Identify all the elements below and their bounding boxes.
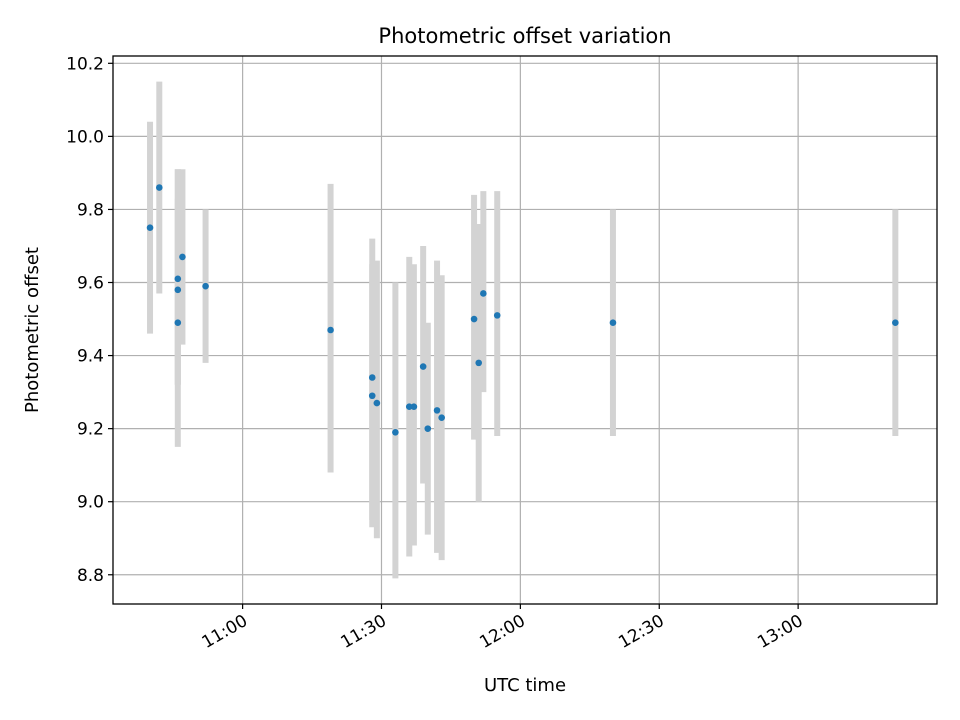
y-tick-label: 9.4 [77, 347, 104, 367]
y-tick-label: 10.2 [66, 54, 104, 74]
data-points [146, 184, 899, 436]
data-point [438, 414, 445, 421]
data-point [155, 184, 163, 191]
y-tick-label: 9.2 [77, 420, 104, 440]
data-point [174, 275, 182, 283]
data-point [174, 319, 182, 326]
data-point [392, 428, 399, 436]
y-tick-label: 9.8 [77, 200, 104, 220]
x-tick-label: 11:00 [199, 611, 251, 653]
data-point [419, 363, 427, 370]
data-point [368, 392, 376, 400]
chart-title: Photometric offset variation [378, 24, 671, 48]
error-bars [147, 81, 899, 579]
y-tick-label: 9.0 [77, 493, 104, 513]
data-point [424, 425, 432, 432]
x-tick-label: 13:00 [754, 611, 806, 653]
data-point [146, 224, 154, 232]
data-point [470, 315, 478, 323]
data-point [179, 253, 186, 261]
data-point [368, 374, 376, 381]
x-axis: 11:00 11:30 12:00 12:30 13:00 [199, 604, 807, 653]
data-point [174, 286, 182, 294]
data-point [433, 407, 441, 414]
data-point [609, 319, 617, 326]
data-point [892, 319, 899, 326]
y-tick-label: 9.6 [77, 274, 104, 294]
y-axis: 8.8 9.0 9.2 9.4 9.6 9.8 10.0 10.2 [66, 54, 113, 586]
x-tick-label: 12:30 [615, 611, 667, 653]
plot-frame [112, 55, 938, 605]
y-tick-label: 8.8 [77, 566, 104, 586]
data-point [202, 282, 209, 290]
grid [113, 56, 937, 604]
x-tick-label: 12:00 [476, 611, 528, 653]
data-point [373, 399, 381, 407]
y-tick-label: 10.0 [66, 127, 104, 147]
data-point [493, 312, 501, 319]
data-point [475, 359, 483, 367]
y-axis-title: Photometric offset [22, 247, 43, 413]
x-axis-title: UTC time [484, 675, 566, 696]
data-point [480, 290, 487, 297]
data-point [327, 326, 334, 334]
x-tick-label: 11:30 [338, 611, 390, 653]
data-point [410, 403, 418, 411]
data-point [405, 403, 413, 411]
